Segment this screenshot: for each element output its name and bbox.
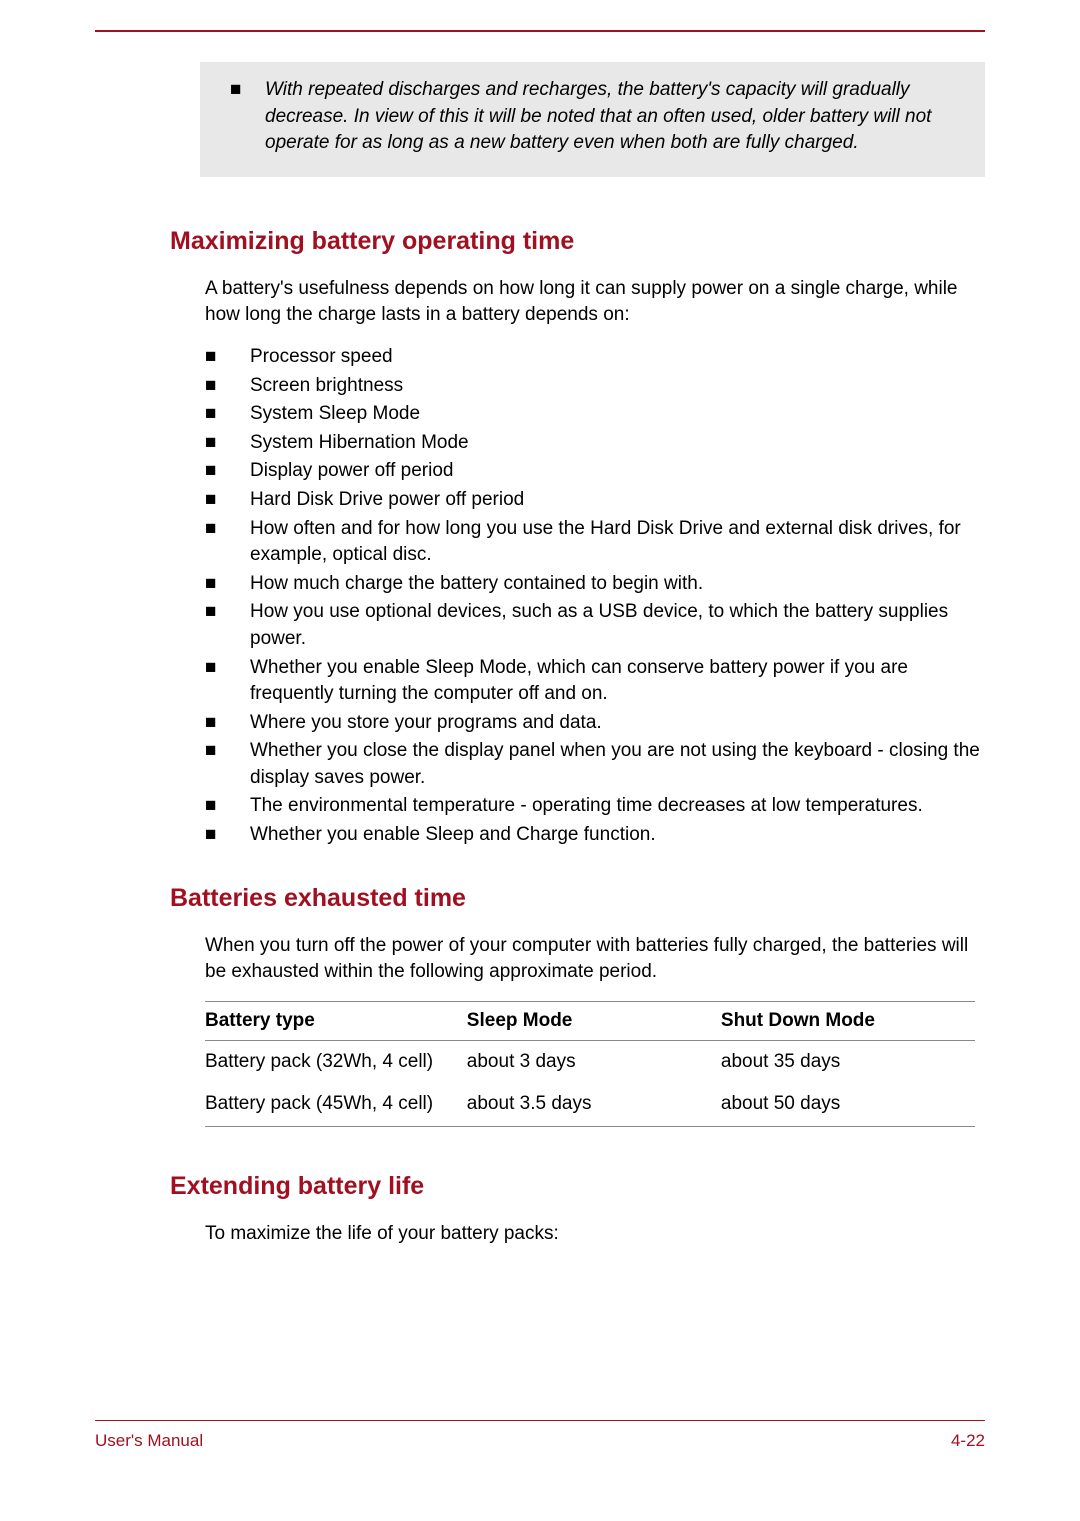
square-bullet-icon: ■ [205, 344, 250, 371]
square-bullet-icon: ■ [205, 793, 250, 820]
list-item: ■Hard Disk Drive power off period [205, 487, 985, 514]
table-cell: about 50 days [721, 1083, 975, 1126]
th-shutdown-mode: Shut Down Mode [721, 1001, 975, 1040]
list-item-text: Display power off period [250, 458, 453, 485]
table-row: Battery pack (32Wh, 4 cell)about 3 daysa… [205, 1040, 975, 1083]
list-item: ■Whether you enable Sleep Mode, which ca… [205, 655, 985, 708]
table-row: Battery pack (45Wh, 4 cell)about 3.5 day… [205, 1083, 975, 1126]
list-item: ■Whether you close the display panel whe… [205, 738, 985, 791]
list-item-text: How much charge the battery contained to… [250, 571, 703, 598]
list-item: ■How you use optional devices, such as a… [205, 599, 985, 652]
list-item: ■Display power off period [205, 458, 985, 485]
square-bullet-icon: ■ [205, 655, 250, 708]
table-cell: about 3 days [467, 1040, 721, 1083]
note-box: ■ With repeated discharges and recharges… [200, 62, 985, 177]
top-rule [95, 30, 985, 32]
heading-exhausted: Batteries exhausted time [170, 884, 985, 913]
battery-table: Battery type Sleep Mode Shut Down Mode B… [205, 1001, 975, 1127]
list-item-text: How often and for how long you use the H… [250, 516, 985, 569]
square-bullet-icon: ■ [205, 458, 250, 485]
list-item: ■System Hibernation Mode [205, 430, 985, 457]
note-item: ■ With repeated discharges and recharges… [230, 77, 955, 157]
square-bullet-icon: ■ [205, 516, 250, 569]
heading-extending: Extending battery life [170, 1172, 985, 1201]
square-bullet-icon: ■ [205, 401, 250, 428]
list-item-text: Whether you enable Sleep Mode, which can… [250, 655, 985, 708]
table-cell: Battery pack (32Wh, 4 cell) [205, 1040, 467, 1083]
list-item-text: Screen brightness [250, 373, 403, 400]
list-item: ■Whether you enable Sleep and Charge fun… [205, 822, 985, 849]
section1-intro: A battery's usefulness depends on how lo… [205, 276, 985, 329]
list-item-text: Whether you enable Sleep and Charge func… [250, 822, 656, 849]
heading-maximizing: Maximizing battery operating time [170, 227, 985, 256]
section3-intro: To maximize the life of your battery pac… [205, 1221, 985, 1248]
list-item: ■Processor speed [205, 344, 985, 371]
list-item: ■The environmental temperature - operati… [205, 793, 985, 820]
footer-right: 4-22 [951, 1431, 985, 1451]
square-bullet-icon: ■ [205, 430, 250, 457]
section1-list: ■Processor speed■Screen brightness■Syste… [205, 344, 985, 849]
list-item-text: Processor speed [250, 344, 393, 371]
table-cell: Battery pack (45Wh, 4 cell) [205, 1083, 467, 1126]
list-item-text: Where you store your programs and data. [250, 710, 602, 737]
list-item-text: How you use optional devices, such as a … [250, 599, 985, 652]
section2-intro: When you turn off the power of your comp… [205, 933, 985, 986]
square-bullet-icon: ■ [205, 571, 250, 598]
list-item-text: System Hibernation Mode [250, 430, 469, 457]
th-battery-type: Battery type [205, 1001, 467, 1040]
th-sleep-mode: Sleep Mode [467, 1001, 721, 1040]
table-cell: about 3.5 days [467, 1083, 721, 1126]
square-bullet-icon: ■ [205, 822, 250, 849]
square-bullet-icon: ■ [205, 738, 250, 791]
square-bullet-icon: ■ [205, 599, 250, 652]
list-item: ■Where you store your programs and data. [205, 710, 985, 737]
square-bullet-icon: ■ [205, 373, 250, 400]
list-item-text: System Sleep Mode [250, 401, 420, 428]
square-bullet-icon: ■ [205, 710, 250, 737]
list-item: ■System Sleep Mode [205, 401, 985, 428]
table-cell: about 35 days [721, 1040, 975, 1083]
list-item: ■How often and for how long you use the … [205, 516, 985, 569]
list-item: ■How much charge the battery contained t… [205, 571, 985, 598]
note-text: With repeated discharges and recharges, … [265, 77, 955, 157]
list-item-text: The environmental temperature - operatin… [250, 793, 923, 820]
list-item-text: Hard Disk Drive power off period [250, 487, 524, 514]
square-bullet-icon: ■ [230, 77, 265, 157]
page-footer: User's Manual 4-22 [95, 1420, 985, 1451]
square-bullet-icon: ■ [205, 487, 250, 514]
list-item-text: Whether you close the display panel when… [250, 738, 985, 791]
footer-left: User's Manual [95, 1431, 203, 1451]
list-item: ■Screen brightness [205, 373, 985, 400]
